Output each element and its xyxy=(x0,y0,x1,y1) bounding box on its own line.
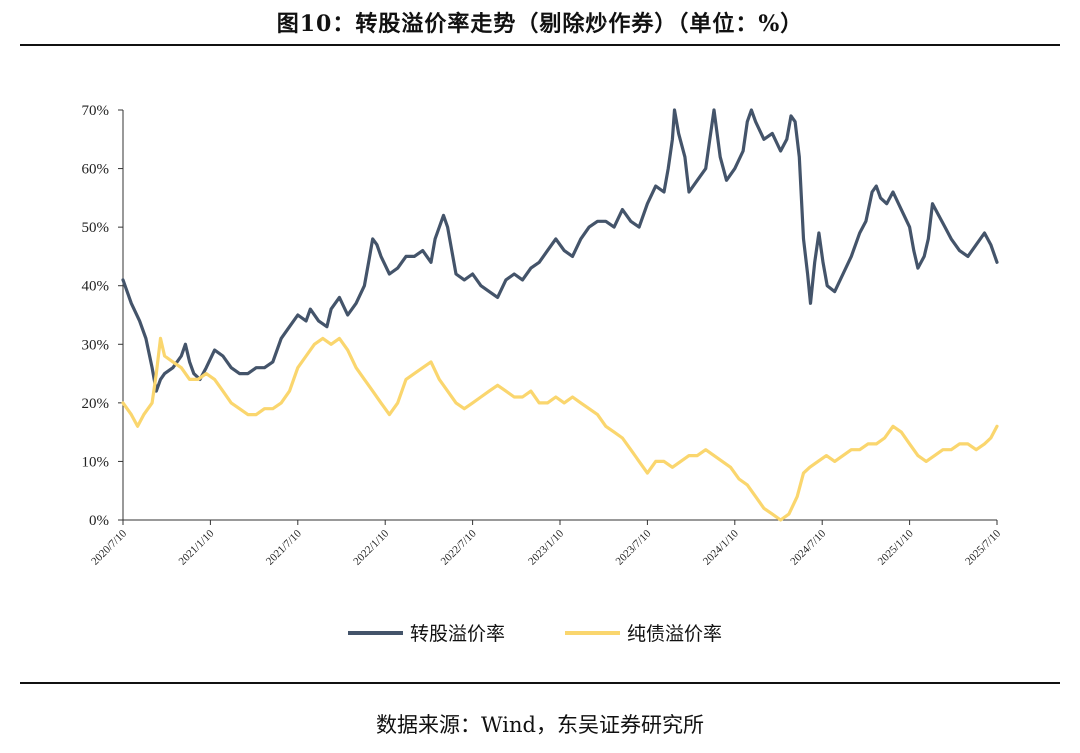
chart-series xyxy=(121,108,999,522)
x-tick-label: 2024/7/10 xyxy=(788,527,828,567)
y-tick-label: 10% xyxy=(82,454,110,470)
series-line-conversion-premium xyxy=(121,108,999,393)
x-tick-label: 2022/7/10 xyxy=(439,527,479,567)
x-tick-label: 2022/1/10 xyxy=(351,527,391,567)
series-line-bond-premium xyxy=(121,336,999,522)
x-tick-label: 2021/7/10 xyxy=(264,527,304,567)
line-chart: 0% 10% 20% 30% 40% 50% 60% 70% 2020/7/10 2021/1/1… xyxy=(82,103,1004,645)
chart-legend: 转股溢价率 纯债溢价率 xyxy=(348,623,722,645)
x-tick-label: 2024/1/10 xyxy=(701,527,741,567)
y-tick-label: 0% xyxy=(89,513,109,529)
x-tick-label: 2025/1/10 xyxy=(876,527,916,567)
bottom-rule xyxy=(20,682,1060,684)
x-tick-label: 2025/7/10 xyxy=(963,527,1003,567)
legend-label-conversion-premium: 转股溢价率 xyxy=(410,623,505,645)
x-tick-label: 2021/1/10 xyxy=(176,527,216,567)
top-rule xyxy=(20,44,1060,46)
x-tick-label: 2023/1/10 xyxy=(526,527,566,567)
y-tick-label: 20% xyxy=(82,396,110,412)
y-tick-label: 30% xyxy=(82,337,110,353)
y-tick-label: 60% xyxy=(82,162,110,178)
data-source-note: 数据来源：Wind，东吴证券研究所 xyxy=(376,713,704,737)
chart-title: 图10：转股溢价率走势（剔除炒作券）（单位：%） xyxy=(276,11,804,37)
x-tick-label: 2020/7/10 xyxy=(89,527,129,567)
y-tick-label: 50% xyxy=(82,220,110,236)
legend-label-bond-premium: 纯债溢价率 xyxy=(627,623,722,645)
y-tick-label: 70% xyxy=(82,103,110,119)
x-tick-label: 2023/7/10 xyxy=(613,527,653,567)
y-tick-label: 40% xyxy=(82,279,110,295)
chart-axes: 0% 10% 20% 30% 40% 50% 60% 70% 2020/7/10 2021/1/1… xyxy=(82,103,1004,568)
